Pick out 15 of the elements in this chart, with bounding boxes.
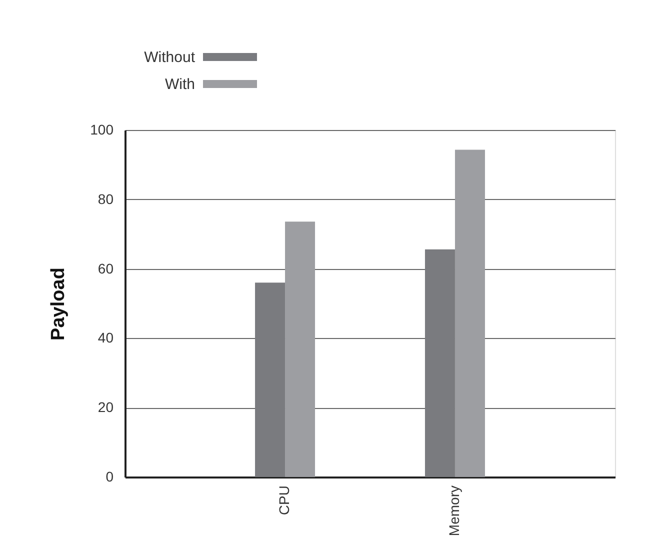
y-tick-label: 40 bbox=[98, 330, 114, 346]
legend-label: With bbox=[165, 76, 195, 93]
y-tick-label: 0 bbox=[106, 468, 114, 484]
bar bbox=[255, 282, 286, 477]
legend-label: Without bbox=[144, 49, 196, 66]
y-tick-label: 100 bbox=[90, 122, 114, 138]
y-tick-label: 20 bbox=[98, 399, 114, 416]
y-axis-title: Payload bbox=[48, 268, 70, 340]
x-tick-label: Memory bbox=[446, 486, 462, 536]
y-tick-label: 80 bbox=[98, 190, 114, 207]
bar bbox=[424, 249, 455, 477]
x-tick-label: CPU bbox=[276, 486, 292, 516]
bar bbox=[454, 150, 485, 477]
y-tick-label: 60 bbox=[98, 260, 114, 276]
bar bbox=[285, 222, 316, 477]
